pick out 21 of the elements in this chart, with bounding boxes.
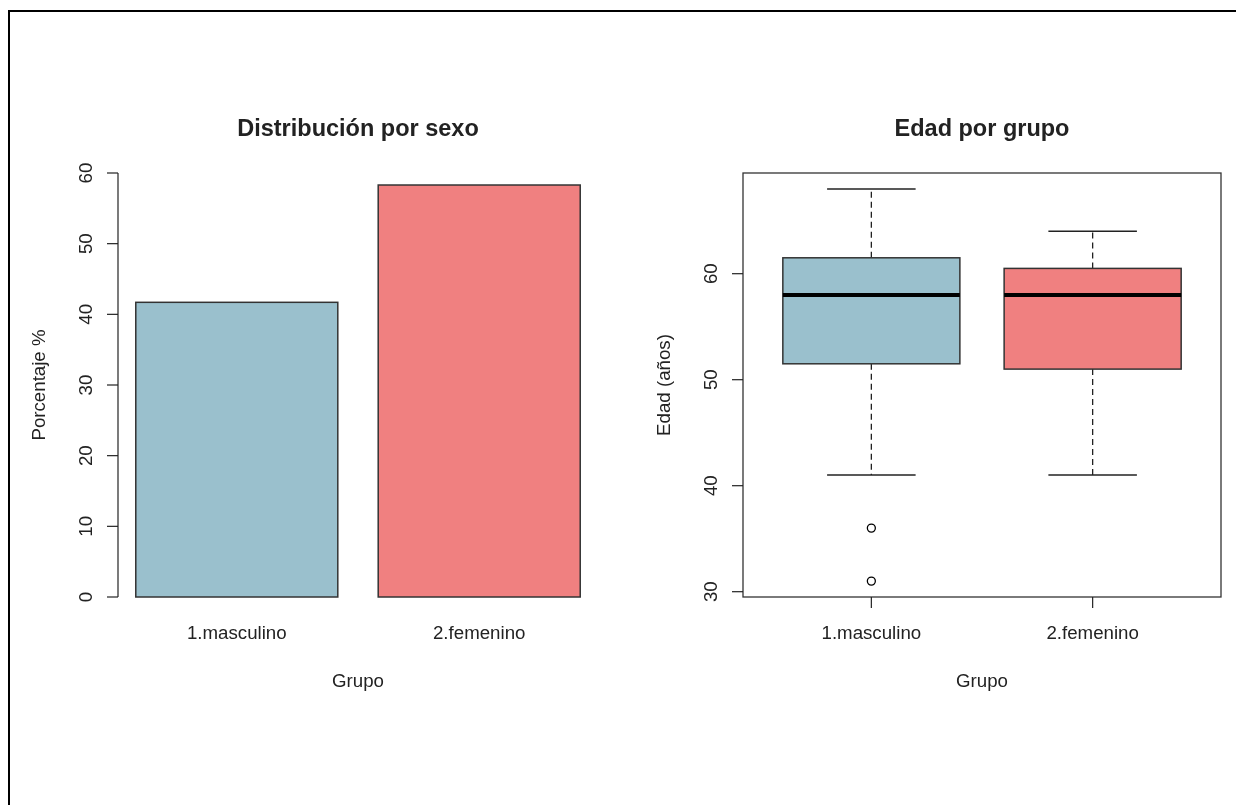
chart-title: Edad por grupo [894, 115, 1070, 142]
y-tick-label: 0 [74, 591, 96, 603]
chart-title: Distribución por sexo [237, 115, 479, 142]
x-axis-title: Grupo [332, 669, 384, 691]
y-axis-title: Edad (años) [652, 334, 674, 436]
y-tick-label: 30 [699, 581, 721, 603]
y-tick-label: 50 [74, 233, 96, 255]
x-tick-label: 1.masculino [186, 621, 287, 643]
y-axis-title: Porcentaje % [27, 329, 49, 441]
x-tick-label: 2.femenino [1046, 621, 1139, 643]
x-tick-label: 1.masculino [821, 621, 922, 643]
y-tick-label: 40 [699, 475, 721, 497]
y-tick-label: 50 [699, 369, 721, 391]
y-tick-label: 40 [74, 303, 96, 325]
x-tick-label: 2.femenino [432, 621, 526, 643]
y-tick-label: 30 [74, 374, 96, 396]
y-tick-label: 60 [699, 263, 721, 285]
y-tick-label: 60 [74, 162, 96, 184]
y-tick-label: 10 [74, 515, 96, 537]
x-axis-title: Grupo [956, 669, 1008, 691]
y-tick-label: 20 [74, 445, 96, 467]
